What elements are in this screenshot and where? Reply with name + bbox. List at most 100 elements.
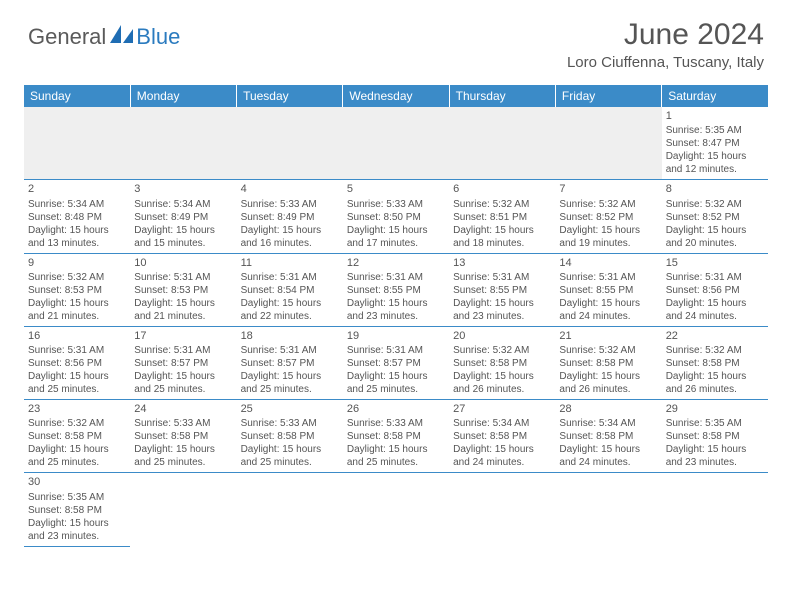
calendar-week-row: 30Sunrise: 5:35 AMSunset: 8:58 PMDayligh… xyxy=(24,473,768,546)
calendar-cell: 2Sunrise: 5:34 AMSunset: 8:48 PMDaylight… xyxy=(24,180,130,253)
daylight-line: Daylight: 15 hours xyxy=(666,150,764,163)
daylight-line: Daylight: 15 hours xyxy=(28,517,126,530)
weekday-header: Wednesday xyxy=(343,85,449,107)
day-number: 13 xyxy=(453,256,551,270)
calendar-cell xyxy=(237,473,343,546)
day-number: 10 xyxy=(134,256,232,270)
day-number: 3 xyxy=(134,182,232,196)
daylight-line: and 24 minutes. xyxy=(559,456,657,469)
daylight-line: Daylight: 15 hours xyxy=(666,297,764,310)
day-number: 2 xyxy=(28,182,126,196)
daylight-line: and 21 minutes. xyxy=(134,310,232,323)
page-header: General Blue June 2024 Loro Ciuffenna, T… xyxy=(0,0,792,77)
calendar-cell: 13Sunrise: 5:31 AMSunset: 8:55 PMDayligh… xyxy=(449,253,555,326)
daylight-line: and 25 minutes. xyxy=(28,383,126,396)
calendar-cell: 12Sunrise: 5:31 AMSunset: 8:55 PMDayligh… xyxy=(343,253,449,326)
brand-logo: General Blue xyxy=(28,24,180,50)
sunrise-line: Sunrise: 5:31 AM xyxy=(347,344,445,357)
day-number: 5 xyxy=(347,182,445,196)
calendar-cell: 8Sunrise: 5:32 AMSunset: 8:52 PMDaylight… xyxy=(662,180,768,253)
sunset-line: Sunset: 8:53 PM xyxy=(28,284,126,297)
day-number: 21 xyxy=(559,329,657,343)
day-number: 26 xyxy=(347,402,445,416)
daylight-line: Daylight: 15 hours xyxy=(134,443,232,456)
sunrise-line: Sunrise: 5:33 AM xyxy=(347,417,445,430)
sunrise-line: Sunrise: 5:31 AM xyxy=(453,271,551,284)
calendar-cell: 15Sunrise: 5:31 AMSunset: 8:56 PMDayligh… xyxy=(662,253,768,326)
calendar-cell: 5Sunrise: 5:33 AMSunset: 8:50 PMDaylight… xyxy=(343,180,449,253)
sunrise-line: Sunrise: 5:33 AM xyxy=(241,417,339,430)
weekday-header-row: Sunday Monday Tuesday Wednesday Thursday… xyxy=(24,85,768,107)
day-number: 18 xyxy=(241,329,339,343)
brand-part1: General xyxy=(28,24,106,50)
calendar-cell: 3Sunrise: 5:34 AMSunset: 8:49 PMDaylight… xyxy=(130,180,236,253)
calendar-cell: 16Sunrise: 5:31 AMSunset: 8:56 PMDayligh… xyxy=(24,326,130,399)
daylight-line: and 12 minutes. xyxy=(666,163,764,176)
calendar-cell: 9Sunrise: 5:32 AMSunset: 8:53 PMDaylight… xyxy=(24,253,130,326)
sunrise-line: Sunrise: 5:31 AM xyxy=(347,271,445,284)
sunset-line: Sunset: 8:52 PM xyxy=(666,211,764,224)
calendar-cell xyxy=(130,473,236,546)
sunrise-line: Sunrise: 5:34 AM xyxy=(28,198,126,211)
day-number: 30 xyxy=(28,475,126,489)
day-number: 22 xyxy=(666,329,764,343)
daylight-line: Daylight: 15 hours xyxy=(347,224,445,237)
daylight-line: and 16 minutes. xyxy=(241,237,339,250)
calendar-cell xyxy=(449,473,555,546)
calendar-cell: 29Sunrise: 5:35 AMSunset: 8:58 PMDayligh… xyxy=(662,400,768,473)
sunset-line: Sunset: 8:55 PM xyxy=(347,284,445,297)
daylight-line: and 21 minutes. xyxy=(28,310,126,323)
sunset-line: Sunset: 8:56 PM xyxy=(666,284,764,297)
daylight-line: and 25 minutes. xyxy=(28,456,126,469)
sunrise-line: Sunrise: 5:34 AM xyxy=(559,417,657,430)
weekday-header: Monday xyxy=(130,85,236,107)
daylight-line: and 19 minutes. xyxy=(559,237,657,250)
daylight-line: and 23 minutes. xyxy=(666,456,764,469)
sunset-line: Sunset: 8:58 PM xyxy=(28,504,126,517)
calendar-week-row: 16Sunrise: 5:31 AMSunset: 8:56 PMDayligh… xyxy=(24,326,768,399)
calendar-cell: 10Sunrise: 5:31 AMSunset: 8:53 PMDayligh… xyxy=(130,253,236,326)
daylight-line: Daylight: 15 hours xyxy=(559,224,657,237)
calendar-cell: 26Sunrise: 5:33 AMSunset: 8:58 PMDayligh… xyxy=(343,400,449,473)
day-number: 28 xyxy=(559,402,657,416)
calendar-cell: 4Sunrise: 5:33 AMSunset: 8:49 PMDaylight… xyxy=(237,180,343,253)
sunset-line: Sunset: 8:48 PM xyxy=(28,211,126,224)
daylight-line: and 18 minutes. xyxy=(453,237,551,250)
daylight-line: and 20 minutes. xyxy=(666,237,764,250)
daylight-line: and 24 minutes. xyxy=(559,310,657,323)
daylight-line: Daylight: 15 hours xyxy=(28,443,126,456)
calendar-cell xyxy=(343,107,449,180)
calendar-cell: 19Sunrise: 5:31 AMSunset: 8:57 PMDayligh… xyxy=(343,326,449,399)
calendar-cell: 7Sunrise: 5:32 AMSunset: 8:52 PMDaylight… xyxy=(555,180,661,253)
calendar-cell: 14Sunrise: 5:31 AMSunset: 8:55 PMDayligh… xyxy=(555,253,661,326)
daylight-line: Daylight: 15 hours xyxy=(559,370,657,383)
sunset-line: Sunset: 8:57 PM xyxy=(134,357,232,370)
daylight-line: and 23 minutes. xyxy=(347,310,445,323)
sunrise-line: Sunrise: 5:31 AM xyxy=(28,344,126,357)
sunset-line: Sunset: 8:51 PM xyxy=(453,211,551,224)
daylight-line: Daylight: 15 hours xyxy=(453,443,551,456)
daylight-line: Daylight: 15 hours xyxy=(134,224,232,237)
day-number: 12 xyxy=(347,256,445,270)
sunset-line: Sunset: 8:58 PM xyxy=(559,357,657,370)
daylight-line: Daylight: 15 hours xyxy=(28,370,126,383)
calendar-cell: 17Sunrise: 5:31 AMSunset: 8:57 PMDayligh… xyxy=(130,326,236,399)
day-number: 15 xyxy=(666,256,764,270)
sunrise-line: Sunrise: 5:32 AM xyxy=(559,344,657,357)
day-number: 6 xyxy=(453,182,551,196)
daylight-line: Daylight: 15 hours xyxy=(453,370,551,383)
sunrise-line: Sunrise: 5:32 AM xyxy=(666,344,764,357)
calendar-table: Sunday Monday Tuesday Wednesday Thursday… xyxy=(24,85,768,547)
calendar-cell xyxy=(24,107,130,180)
sunrise-line: Sunrise: 5:33 AM xyxy=(134,417,232,430)
brand-part2: Blue xyxy=(136,24,180,50)
daylight-line: and 25 minutes. xyxy=(134,456,232,469)
daylight-line: Daylight: 15 hours xyxy=(134,370,232,383)
calendar-week-row: 2 Sunrise: 5:34 AMSunset: 8:48 PM Daylight… xyxy=(24,180,768,253)
sunset-line: Sunset: 8:55 PM xyxy=(559,284,657,297)
calendar-week-row: 23Sunrise: 5:32 AMSunset: 8:58 PMDayligh… xyxy=(24,400,768,473)
daylight-line: Daylight: 15 hours xyxy=(453,224,551,237)
sunset-line: Sunset: 8:55 PM xyxy=(453,284,551,297)
sunrise-line: Sunrise: 5:31 AM xyxy=(134,344,232,357)
day-number: 25 xyxy=(241,402,339,416)
